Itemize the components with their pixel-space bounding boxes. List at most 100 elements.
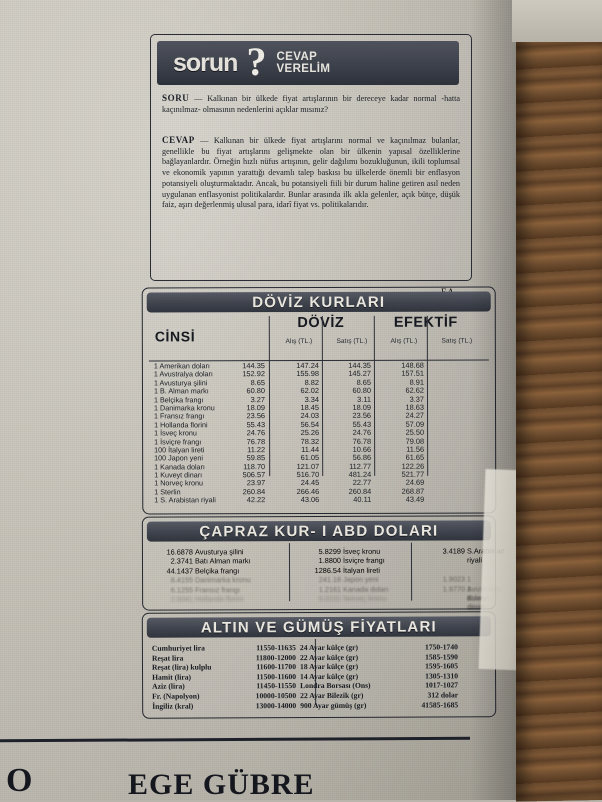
cell: İsviçre frangı: [342, 556, 385, 566]
cell: İngiliz (kral): [152, 701, 194, 711]
cell: 1305-1310: [425, 671, 459, 681]
soru-text: — Kalkınan bir ülkede fiyat artışlarının…: [162, 94, 461, 114]
cell: 11450-11550: [256, 681, 297, 691]
sorun-logo-text: sorun: [173, 48, 238, 77]
cell: 6.0231: [318, 593, 342, 603]
cell: Cumhuriyet lira: [151, 643, 205, 653]
cell: Hollanda florini: [195, 594, 244, 604]
cell: 6.1255: [170, 585, 194, 595]
cell: 40.11: [353, 495, 372, 505]
cell: 18 Ayar külçe (gr): [299, 662, 359, 672]
cell: 312 dolar: [427, 690, 459, 700]
cevap-label: CEVAP: [162, 135, 195, 145]
cell: İtalyan lireti: [343, 565, 380, 575]
sorun-banner: sorun ? CEVAP VERELİM: [157, 41, 459, 85]
cell: 43.49: [405, 494, 425, 505]
cell: 2.3741: [170, 556, 194, 566]
bottom-headline: EGE GÜBRE: [128, 768, 315, 801]
cell: 1750-1740: [424, 642, 458, 652]
cell: 14 Ayar külçe (gr): [300, 671, 359, 681]
cell: Fr. (Napolyon): [152, 691, 200, 701]
subheader-doviz-satis: Satış (TL.): [336, 337, 368, 345]
doviz-kurlari-panel: DÖVİZ KURLARI CİNSİ DÖVİZ EFEKTİF Alış (…: [141, 286, 497, 515]
table-row: 1 S. Arabistan riyali 42.22 43.06 40.11 43.4…: [149, 494, 489, 505]
cell: 11800-12000: [255, 652, 296, 662]
soru-paragraph: SORU — Kalkınan bir ülkede fiyat artışla…: [162, 93, 460, 115]
fx-rows: 1 Amerikan doları 144.35 147.24 144.35 148.6…: [149, 361, 489, 506]
cell: Aziz (lira): [152, 681, 185, 692]
cell: Belçika frangı: [195, 566, 240, 576]
gold-rows: Cumhuriyet lira 11550-11635 24 Ayar külçe …: [150, 642, 488, 711]
cell: Norveç kronu: [343, 593, 387, 603]
col-header-cinsi: CİNSİ: [154, 328, 196, 345]
cell: Kanada doları: [343, 584, 389, 594]
sorun-cevap-box: sorun ? CEVAP VERELİM SORU — Kalkınan bi…: [150, 34, 472, 297]
fx-table: CİNSİ DÖVİZ EFEKTİF Alış (TL.) Satış (TL…: [148, 313, 489, 505]
cell: Hamit (lira): [152, 672, 192, 682]
cevap-verelim-label: CEVAP VERELİM: [276, 50, 331, 75]
cell: 22 Ayar külçe (gr): [299, 652, 359, 662]
doviz-kurlari-title-band: DÖVİZ KURLARI: [146, 291, 491, 313]
doviz-kurlari-title: DÖVİZ KURLARI: [252, 293, 386, 311]
cell: 8.4155: [170, 575, 194, 585]
capraz-kur-panel: ÇAPRAZ KUR- I ABD DOLARI 16.6878 Avustury…: [141, 515, 505, 612]
cell: 42.22: [246, 495, 266, 505]
bottom-drop-cap: O: [6, 762, 33, 799]
cevap-text: — Kalkınan bir ülkede fiyat artışlarını …: [162, 136, 460, 210]
cell: Fransız frangı: [195, 584, 241, 594]
bottom-divider: [0, 736, 471, 743]
cell: Reşat (lira) kulplu: [151, 662, 212, 672]
capraz-kur-title: ÇAPRAZ KUR- I ABD DOLARI: [199, 522, 439, 540]
altin-gumus-panel: ALTIN VE GÜMÜŞ FİYATLARI Cumhuriyet lira…: [141, 611, 497, 719]
cell: İsveç kronu: [342, 546, 381, 556]
cell: 1.2161: [318, 584, 342, 594]
cell: 1.9023: [442, 574, 466, 584]
subheader-efektif-satis: Satış (TL.): [441, 337, 473, 345]
cell: 11500-11600: [256, 671, 297, 682]
cell: 1.9770: [442, 584, 466, 594]
cell: 44.1437: [166, 566, 194, 576]
cell: 5.8299: [318, 546, 341, 557]
fx-table-header: CİNSİ DÖVİZ EFEKTİF Alış (TL.) Satış (TL…: [148, 313, 489, 362]
cevap-paragraph: CEVAP — Kalkınan bir ülkede fiyat artışl…: [162, 135, 460, 211]
subheader-efektif-alis: Alış (TL.): [390, 337, 418, 345]
cell: 3.4189: [442, 546, 465, 556]
cell: Reşat lira: [151, 653, 184, 663]
capraz-kur-title-band: ÇAPRAZ KUR- I ABD DOLARI: [146, 520, 491, 542]
cell: Japon yeni: [343, 574, 379, 585]
currency-name: 1 S. Arabistan riyali: [154, 495, 216, 505]
table-row: 2.6041 Hollanda florini 6.0231 Norveç kronu…: [149, 593, 489, 611]
cell: Londra Borsası (Ons): [300, 681, 371, 691]
cell: 1.8800: [318, 556, 342, 566]
altin-gumus-title: ALTIN VE GÜMÜŞ FİYATLARI: [200, 617, 437, 637]
col-group-efektif: EFEKTİF: [393, 314, 458, 331]
cell: Avusturya şilini: [194, 547, 244, 557]
cell: 43.06: [300, 495, 320, 505]
cell: 1595-1605: [425, 661, 459, 671]
question-mark-icon: ?: [246, 38, 267, 84]
cell: 24 Ayar külçe (gr): [299, 642, 359, 653]
cell: 2.6041: [170, 594, 194, 604]
cell: 11550-11635: [256, 643, 296, 653]
cross-rows: 16.6878 Avusturya şilini 5.8299 İsveç kronu…: [149, 546, 505, 612]
table-row: İngiliz (kral) 13000-14000 900 Ayar gümüş …: [150, 700, 488, 711]
cell: Batı Alman markı: [194, 556, 251, 566]
table-top-light: [512, 0, 602, 42]
cell: 1017-1027: [425, 680, 459, 690]
cell: 13000-14000: [255, 700, 297, 710]
cell: 11600-11700: [256, 662, 297, 672]
soru-label: SORU: [162, 93, 190, 103]
cell: Danimarka kronu: [195, 575, 251, 585]
subheader-doviz-alis: Alış (TL.): [285, 338, 313, 346]
cell: 41585-1685: [421, 699, 459, 710]
cell: 1286.54: [314, 565, 342, 575]
cell: 16.6878: [166, 547, 193, 557]
cell: 1585-1590: [425, 651, 458, 662]
cell: 22 Ayar Bilezik (gr): [300, 690, 364, 701]
altin-gumus-title-band: ALTIN VE GÜMÜŞ FİYATLARI: [146, 616, 491, 638]
cell: 10000-10500: [255, 691, 297, 701]
cell: 900 Ayar gümüş (gr): [300, 700, 367, 710]
cell: 241.18: [318, 575, 342, 585]
wooden-table-edge: [516, 0, 602, 802]
